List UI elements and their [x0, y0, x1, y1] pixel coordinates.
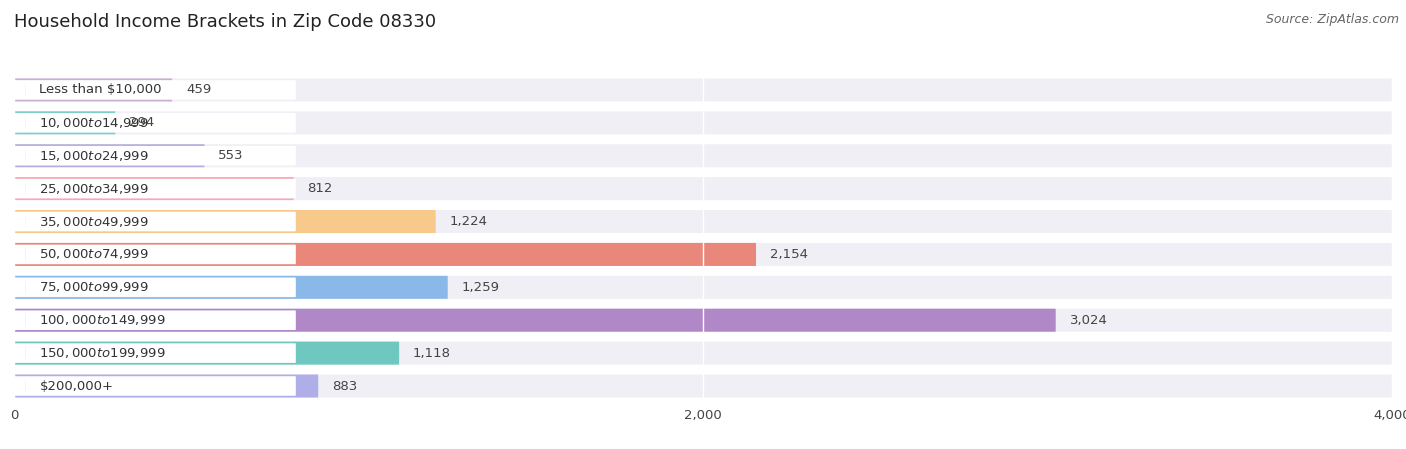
FancyBboxPatch shape — [14, 210, 436, 233]
FancyBboxPatch shape — [14, 177, 1392, 200]
Text: $200,000+: $200,000+ — [39, 379, 114, 392]
Text: $150,000 to $199,999: $150,000 to $199,999 — [39, 346, 166, 360]
FancyBboxPatch shape — [14, 374, 318, 397]
FancyBboxPatch shape — [14, 276, 1392, 299]
FancyBboxPatch shape — [14, 374, 1392, 397]
FancyBboxPatch shape — [14, 243, 756, 266]
Text: 2,154: 2,154 — [770, 248, 808, 261]
FancyBboxPatch shape — [14, 342, 399, 365]
Text: 553: 553 — [218, 149, 243, 162]
FancyBboxPatch shape — [14, 343, 295, 363]
FancyBboxPatch shape — [14, 79, 172, 101]
Text: Source: ZipAtlas.com: Source: ZipAtlas.com — [1265, 13, 1399, 26]
FancyBboxPatch shape — [14, 80, 295, 100]
FancyBboxPatch shape — [14, 310, 295, 330]
Text: 459: 459 — [186, 84, 211, 97]
Text: 1,259: 1,259 — [461, 281, 499, 294]
Text: 1,224: 1,224 — [450, 215, 488, 228]
FancyBboxPatch shape — [14, 144, 204, 167]
FancyBboxPatch shape — [14, 179, 295, 198]
Text: 3,024: 3,024 — [1070, 314, 1108, 327]
Text: 812: 812 — [308, 182, 333, 195]
FancyBboxPatch shape — [14, 212, 295, 231]
FancyBboxPatch shape — [14, 111, 1392, 134]
FancyBboxPatch shape — [14, 79, 1392, 101]
Text: $15,000 to $24,999: $15,000 to $24,999 — [39, 149, 149, 163]
FancyBboxPatch shape — [14, 277, 295, 297]
Text: $75,000 to $99,999: $75,000 to $99,999 — [39, 280, 149, 294]
FancyBboxPatch shape — [14, 376, 295, 396]
Text: $100,000 to $149,999: $100,000 to $149,999 — [39, 313, 166, 327]
Text: 1,118: 1,118 — [413, 347, 451, 360]
FancyBboxPatch shape — [14, 144, 1392, 167]
FancyBboxPatch shape — [14, 177, 294, 200]
FancyBboxPatch shape — [14, 210, 1392, 233]
FancyBboxPatch shape — [14, 309, 1056, 332]
Text: Less than $10,000: Less than $10,000 — [39, 84, 162, 97]
Text: $35,000 to $49,999: $35,000 to $49,999 — [39, 215, 149, 229]
Text: 294: 294 — [129, 116, 155, 129]
Text: $10,000 to $14,999: $10,000 to $14,999 — [39, 116, 149, 130]
FancyBboxPatch shape — [14, 342, 1392, 365]
Text: Household Income Brackets in Zip Code 08330: Household Income Brackets in Zip Code 08… — [14, 13, 436, 31]
Text: $50,000 to $74,999: $50,000 to $74,999 — [39, 247, 149, 261]
FancyBboxPatch shape — [14, 276, 447, 299]
FancyBboxPatch shape — [14, 111, 115, 134]
Text: 883: 883 — [332, 379, 357, 392]
FancyBboxPatch shape — [14, 113, 295, 132]
Text: $25,000 to $34,999: $25,000 to $34,999 — [39, 182, 149, 196]
FancyBboxPatch shape — [14, 243, 1392, 266]
FancyBboxPatch shape — [14, 245, 295, 264]
FancyBboxPatch shape — [14, 146, 295, 166]
FancyBboxPatch shape — [14, 309, 1392, 332]
